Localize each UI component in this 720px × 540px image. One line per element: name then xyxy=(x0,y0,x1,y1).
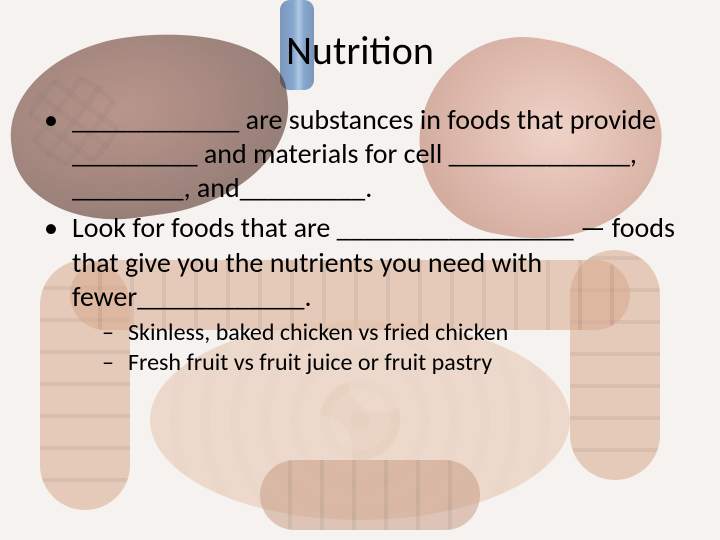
bullet-1: ____________ are substances in foods tha… xyxy=(38,103,682,205)
slide-content: Nutrition ____________ are substances in… xyxy=(0,0,720,378)
sub-bullet-1: Skinless, baked chicken vs fried chicken xyxy=(72,318,682,348)
bullet-2: Look for foods that are ________________… xyxy=(38,211,682,377)
sub-bullet-2: Fresh fruit vs fruit juice or fruit past… xyxy=(72,348,682,378)
slide-title: Nutrition xyxy=(38,26,682,75)
bullet-2-text: Look for foods that are ________________… xyxy=(72,210,675,313)
bullet-list: ____________ are substances in foods tha… xyxy=(38,103,682,378)
sub-bullet-list: Skinless, baked chicken vs fried chicken… xyxy=(72,318,682,378)
colon-sigmoid-shape xyxy=(260,460,480,530)
